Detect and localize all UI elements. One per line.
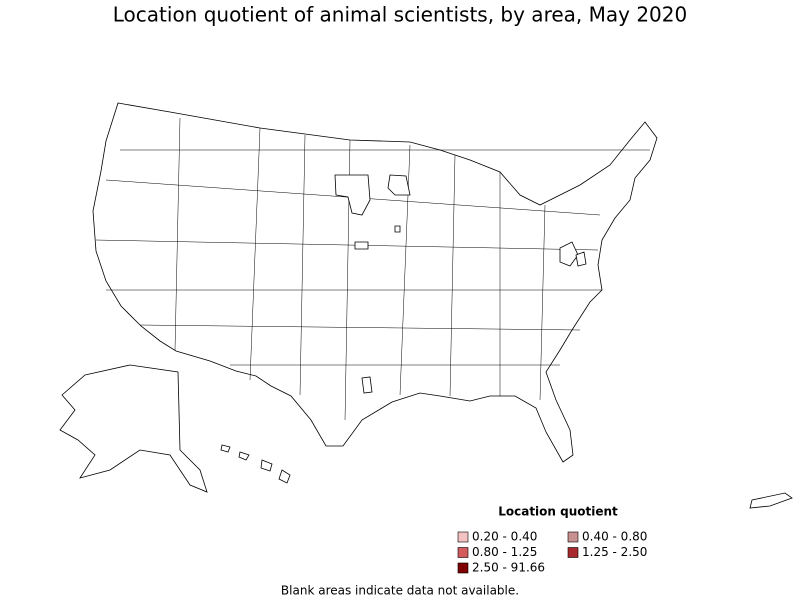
legend-label: 0.20 - 0.40 (472, 530, 537, 544)
lower-48 (92, 102, 658, 463)
legend: 0.20 - 0.40 0.40 - 0.80 0.80 - 1.25 1.25 - … (457, 530, 647, 575)
legend-label: 0.80 - 1.25 (472, 545, 537, 559)
highlighted-areas (334, 174, 587, 394)
us-map (59, 102, 793, 509)
area-north-dakota (334, 174, 371, 216)
area-virginia-2 (575, 251, 587, 267)
area-minnesota (387, 174, 411, 196)
footnote: Blank areas indicate data not available. (281, 584, 519, 598)
legend-swatch (457, 531, 469, 543)
legend-label: 1.25 - 2.50 (582, 545, 647, 559)
legend-swatch (567, 531, 579, 543)
legend-swatch (567, 547, 579, 558)
puerto-rico (749, 492, 793, 509)
alaska (59, 364, 208, 493)
area-nebraska (354, 241, 369, 250)
area-borders (95, 117, 650, 421)
hawaii (220, 444, 291, 484)
legend-label: 2.50 - 91.66 (472, 561, 545, 575)
map-title: Location quotient of animal scientists, … (113, 3, 687, 27)
legend-swatch (457, 547, 469, 558)
legend-title: Location quotient (498, 505, 618, 519)
area-texas (361, 376, 373, 394)
legend-label: 0.40 - 0.80 (582, 530, 647, 544)
legend-swatch (457, 562, 469, 574)
area-iowa (394, 225, 401, 233)
area-virginia-1 (559, 241, 579, 267)
